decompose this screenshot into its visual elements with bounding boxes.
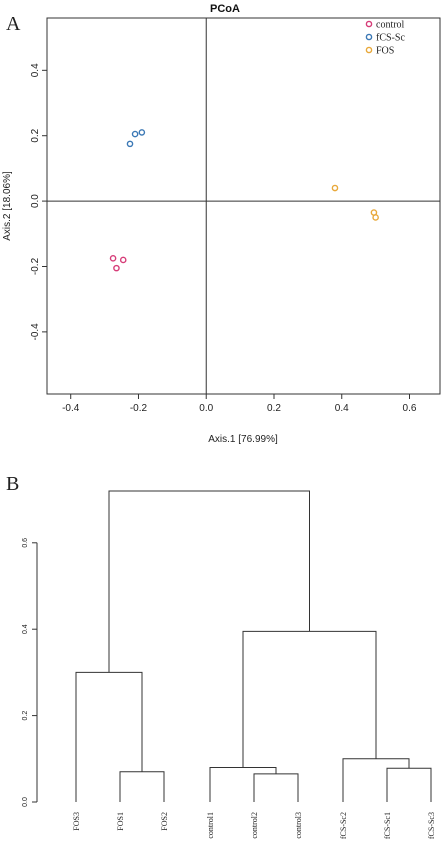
point-FOS — [331, 184, 339, 192]
pcoa-legend: control fCS-Sc FOS — [365, 20, 405, 57]
point-FOS — [372, 214, 379, 221]
panel-a: A PCoA -0.4 -0.2 0.0 0.2 0.4 0.6 -0.4 -0.2 0.0 0… — [2, 3, 441, 445]
legend-marker-FOS — [365, 46, 373, 54]
leaf-label-fCS-Sc2: fCS-Sc2 — [339, 812, 348, 839]
branch-root — [108, 490, 310, 673]
y-tick-label: 0.4 — [30, 63, 41, 77]
pcoa-x-axis: -0.4 -0.2 0.0 0.2 0.4 0.6 — [62, 394, 417, 414]
point-control — [119, 256, 127, 264]
dendrogram-tick-label: 0.0 — [22, 797, 29, 807]
x-tick-label: 0.2 — [267, 403, 281, 414]
leaf-label-fCS-Sc1: fCS-Sc1 — [383, 812, 392, 839]
y-tick-label: 0.2 — [30, 128, 41, 142]
pcoa-title: PCoA — [210, 3, 240, 15]
panel-b: B 0.0 0.2 0.4 0.6 FOS3 FOS1 FOS2 control1 contr… — [6, 473, 436, 839]
legend-marker-control — [365, 20, 373, 28]
point-fCS-Sc — [126, 140, 134, 148]
legend-label-FOS: FOS — [376, 46, 394, 57]
dendrogram-branches — [75, 490, 432, 802]
dendrogram-leaf-labels: FOS3 FOS1 FOS2 control1 control2 control3 fCS-… — [72, 812, 436, 839]
leaf-label-FOS3: FOS3 — [72, 812, 81, 831]
point-fCS-Sc — [138, 129, 146, 136]
dendrogram-tick-label: 0.6 — [22, 538, 29, 548]
branch-control-fcs-sc — [242, 630, 377, 768]
x-tick-label: 0.4 — [335, 403, 349, 414]
panel-a-letter: A — [6, 13, 21, 35]
pcoa-points — [109, 129, 379, 272]
pcoa-y-axis: -0.4 -0.2 0.0 0.2 0.4 — [30, 63, 47, 341]
x-tick-label: 0.6 — [403, 403, 417, 414]
point-control — [109, 255, 117, 262]
x-tick-label: -0.2 — [130, 403, 148, 414]
panel-b-letter: B — [6, 473, 19, 495]
branch-control2-control3 — [253, 773, 299, 802]
point-fCS-Sc — [131, 130, 139, 138]
leaf-label-control3: control3 — [294, 812, 303, 839]
x-tick-label: 0.0 — [199, 403, 213, 414]
pcoa-plot-frame — [46, 17, 441, 395]
legend-label-control: control — [376, 20, 405, 31]
branch-fos-cluster — [75, 671, 143, 802]
dendrogram-y-axis: 0.0 0.2 0.4 0.6 — [22, 538, 38, 807]
point-control — [113, 264, 120, 272]
branch-fcs-sc-cluster — [342, 758, 410, 802]
branch-control-cluster — [209, 766, 277, 802]
y-tick-label: 0.0 — [30, 194, 41, 208]
branch-fcs-sc1-sc3 — [386, 767, 432, 802]
leaf-label-control1: control1 — [206, 812, 215, 839]
legend-label-fCS-Sc: fCS-Sc — [376, 33, 405, 44]
pcoa-x-axis-label: Axis.1 [76.99%] — [208, 434, 278, 445]
leaf-label-FOS1: FOS1 — [116, 812, 125, 831]
y-tick-label: -0.4 — [30, 323, 41, 341]
leaf-label-FOS2: FOS2 — [160, 812, 169, 831]
pcoa-reference-lines — [47, 18, 440, 394]
branch-fos1-fos2 — [119, 771, 165, 802]
legend-marker-fCS-Sc — [365, 33, 373, 41]
pcoa-y-axis-label: Axis.2 [18.06%] — [2, 171, 13, 241]
dendrogram-tick-label: 0.2 — [22, 711, 29, 721]
leaf-label-control2: control2 — [250, 812, 259, 839]
dendrogram-tick-label: 0.4 — [22, 624, 29, 634]
leaf-label-fCS-Sc3: fCS-Sc3 — [427, 812, 436, 839]
x-tick-label: -0.4 — [62, 403, 80, 414]
y-tick-label: -0.2 — [30, 257, 41, 275]
